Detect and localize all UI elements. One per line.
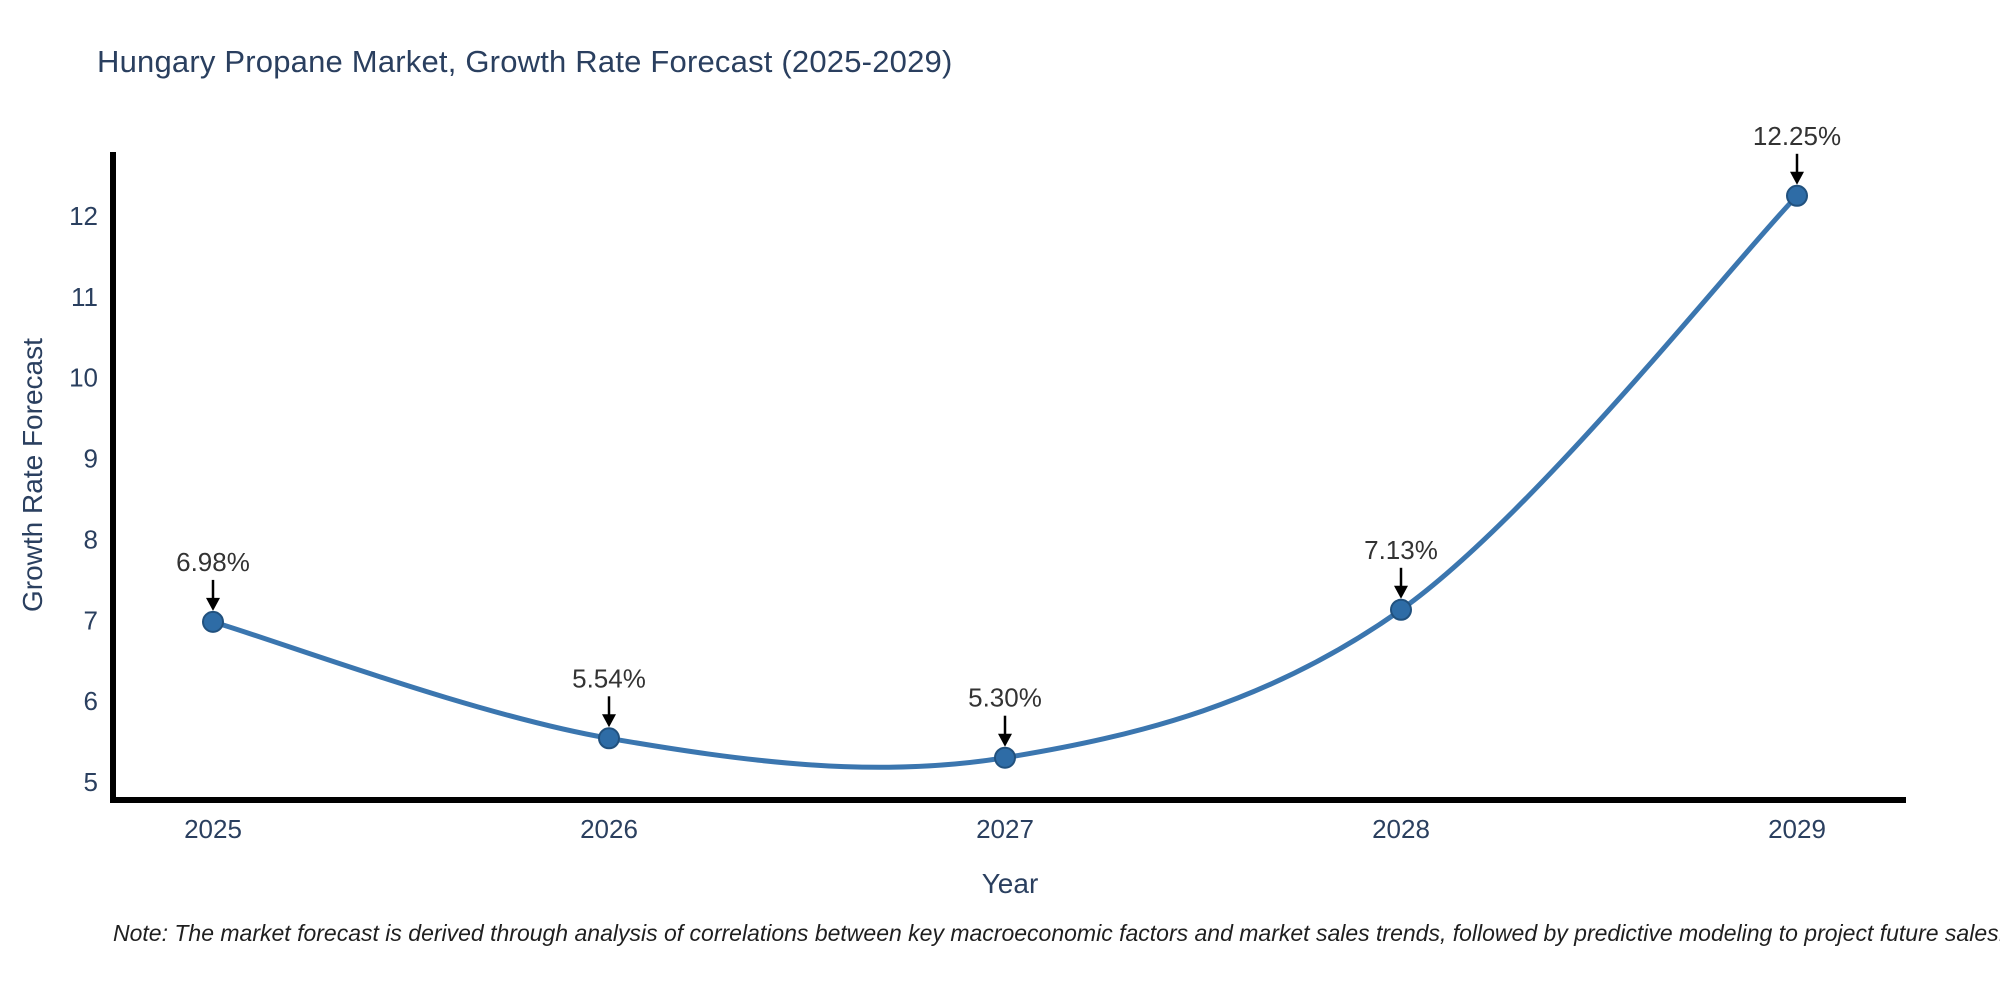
- y-tick-label: 5: [84, 767, 98, 797]
- y-tick-label: 6: [84, 686, 98, 716]
- x-tick-label: 2029: [1768, 814, 1826, 844]
- annotation-arrow-head: [1394, 585, 1408, 599]
- y-tick-label: 10: [69, 363, 98, 393]
- y-tick-label: 12: [69, 201, 98, 231]
- series-line: [210, 193, 1800, 770]
- point-annotation-label: 5.30%: [968, 683, 1042, 713]
- annotation-arrow-head: [602, 714, 616, 728]
- x-tick-label: 2026: [580, 814, 638, 844]
- y-tick-label: 9: [84, 444, 98, 474]
- point-annotation-label: 6.98%: [176, 547, 250, 577]
- y-axis-title: Growth Rate Forecast: [17, 338, 48, 612]
- data-point[interactable]: [202, 610, 224, 633]
- y-tick-label: 11: [71, 282, 98, 312]
- data-point[interactable]: [598, 727, 620, 750]
- annotation-arrow-head: [998, 733, 1012, 747]
- annotation-arrow-head: [1790, 171, 1804, 185]
- data-point[interactable]: [1390, 598, 1412, 621]
- footnote: Note: The market forecast is derived thr…: [113, 920, 2000, 946]
- data-point[interactable]: [1786, 184, 1808, 207]
- chart-title: Hungary Propane Market, Growth Rate Fore…: [97, 44, 953, 79]
- x-tick-label: 2028: [1372, 814, 1430, 844]
- point-annotation-label: 5.54%: [572, 663, 646, 693]
- point-annotation-label: 12.25%: [1753, 121, 1841, 151]
- annotation-arrow-head: [206, 597, 220, 611]
- y-tick-label: 7: [84, 605, 98, 635]
- x-axis-title: Year: [981, 868, 1039, 899]
- x-tick-label: 2025: [184, 814, 242, 844]
- data-point[interactable]: [994, 746, 1016, 769]
- y-tick-label: 8: [84, 524, 98, 554]
- x-tick-label: 2027: [976, 814, 1034, 844]
- point-annotation-label: 7.13%: [1364, 535, 1438, 565]
